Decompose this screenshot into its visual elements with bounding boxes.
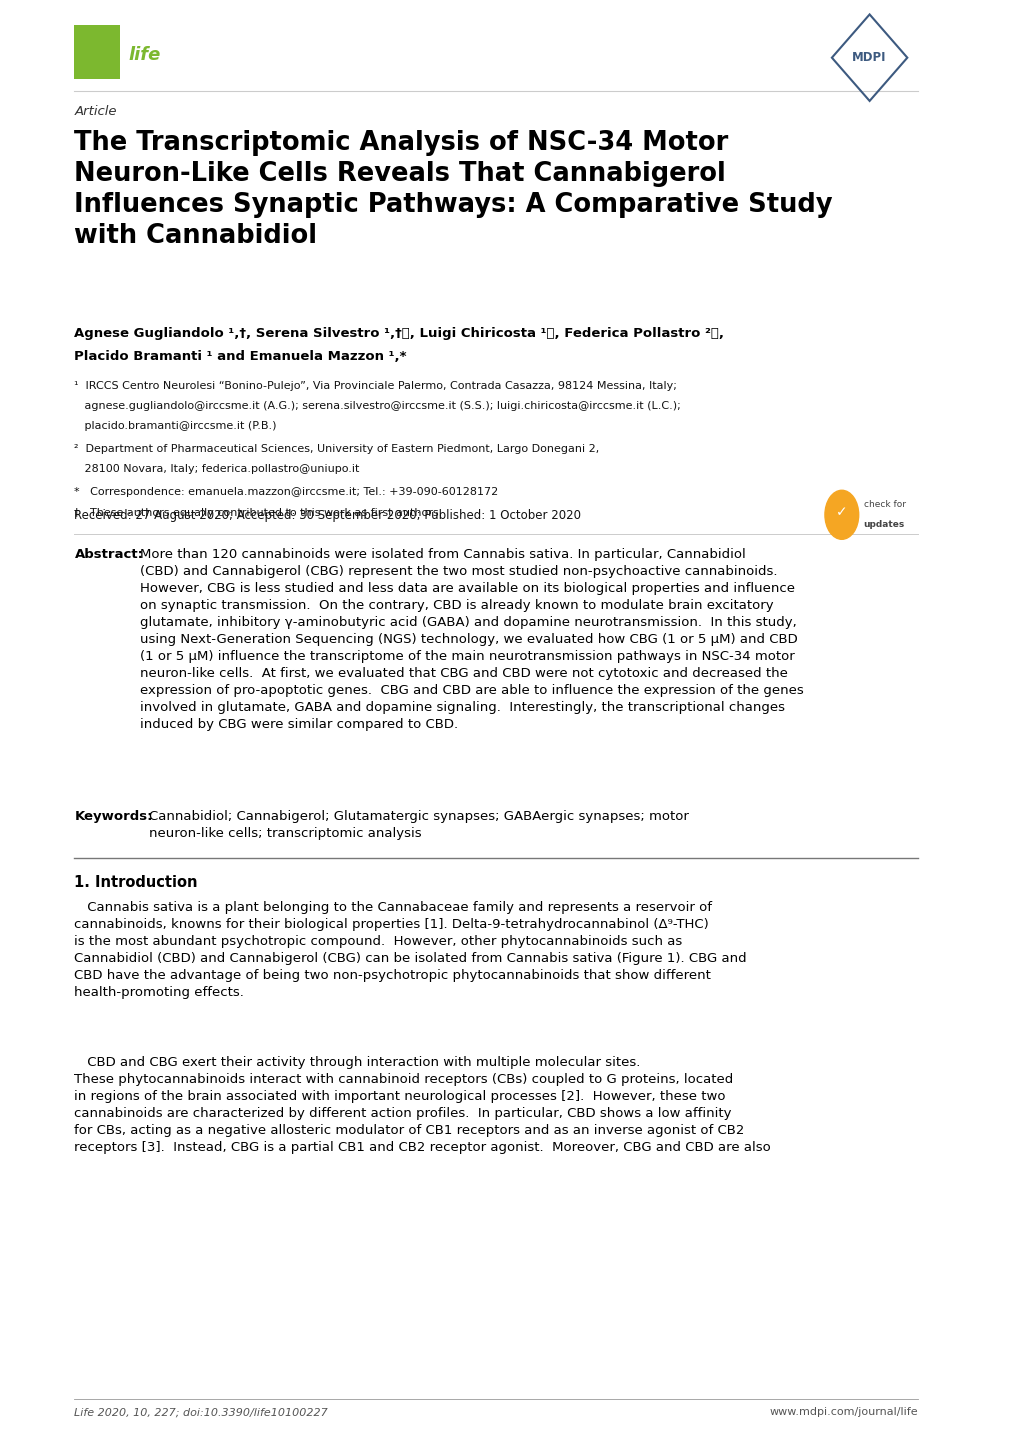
- Text: ¹  IRCCS Centro Neurolesi “Bonino-Pulejo”, Via Provinciale Palermo, Contrada Cas: ¹ IRCCS Centro Neurolesi “Bonino-Pulejo”…: [74, 381, 677, 391]
- Text: MDPI: MDPI: [852, 50, 886, 65]
- Text: Cannabis sativa is a plant belonging to the Cannabaceae family and represents a : Cannabis sativa is a plant belonging to …: [74, 901, 746, 999]
- Text: ✓: ✓: [836, 505, 847, 519]
- Text: 1. Introduction: 1. Introduction: [74, 875, 198, 890]
- Text: www.mdpi.com/journal/life: www.mdpi.com/journal/life: [769, 1407, 917, 1417]
- Text: updates: updates: [863, 521, 904, 529]
- Text: Keywords:: Keywords:: [74, 810, 153, 823]
- Text: Abstract:: Abstract:: [74, 548, 144, 561]
- Text: The Transcriptomic Analysis of NSC-34 Motor
Neuron-Like Cells Reveals That Canna: The Transcriptomic Analysis of NSC-34 Mo…: [74, 130, 833, 249]
- Text: *   Correspondence: emanuela.mazzon@irccsme.it; Tel.: +39-090-60128172: * Correspondence: emanuela.mazzon@irccsm…: [74, 487, 498, 497]
- Text: Agnese Gugliandolo ¹,†, Serena Silvestro ¹,†Ⓞ, Luigi Chiricosta ¹Ⓞ, Federica Pol: Agnese Gugliandolo ¹,†, Serena Silvestro…: [74, 327, 723, 340]
- Text: Received: 27 August 2020; Accepted: 30 September 2020; Published: 1 October 2020: Received: 27 August 2020; Accepted: 30 S…: [74, 509, 581, 522]
- Text: ²  Department of Pharmaceutical Sciences, University of Eastern Piedmont, Largo : ² Department of Pharmaceutical Sciences,…: [74, 444, 599, 454]
- Text: Placido Bramanti ¹ and Emanuela Mazzon ¹,*: Placido Bramanti ¹ and Emanuela Mazzon ¹…: [74, 350, 407, 363]
- Text: life: life: [128, 46, 160, 63]
- Circle shape: [824, 490, 858, 539]
- Text: check for: check for: [863, 500, 905, 509]
- Text: CBD and CBG exert their activity through interaction with multiple molecular sit: CBD and CBG exert their activity through…: [74, 1056, 770, 1154]
- FancyBboxPatch shape: [74, 25, 120, 79]
- Text: agnese.gugliandolo@irccsme.it (A.G.); serena.silvestro@irccsme.it (S.S.); luigi.: agnese.gugliandolo@irccsme.it (A.G.); se…: [74, 401, 681, 411]
- Text: More than 120 cannabinoids were isolated from Cannabis sativa. In particular, Ca: More than 120 cannabinoids were isolated…: [140, 548, 803, 731]
- Text: Cannabidiol; Cannabigerol; Glutamatergic synapses; GABAergic synapses; motor
neu: Cannabidiol; Cannabigerol; Glutamatergic…: [149, 810, 688, 841]
- Text: Life 2020, 10, 227; doi:10.3390/life10100227: Life 2020, 10, 227; doi:10.3390/life1010…: [74, 1407, 328, 1417]
- Text: placido.bramanti@irccsme.it (P.B.): placido.bramanti@irccsme.it (P.B.): [74, 421, 277, 431]
- Text: †   These authors equally contributed to this work as first authors.: † These authors equally contributed to t…: [74, 508, 442, 518]
- Text: Article: Article: [74, 105, 117, 118]
- Text: 28100 Novara, Italy; federica.pollastro@uniupo.it: 28100 Novara, Italy; federica.pollastro@…: [74, 464, 360, 474]
